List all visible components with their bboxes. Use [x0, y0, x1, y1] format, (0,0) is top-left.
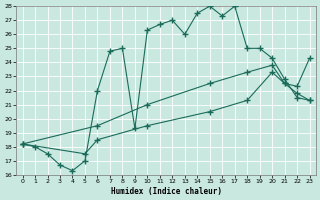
- X-axis label: Humidex (Indice chaleur): Humidex (Indice chaleur): [111, 187, 221, 196]
